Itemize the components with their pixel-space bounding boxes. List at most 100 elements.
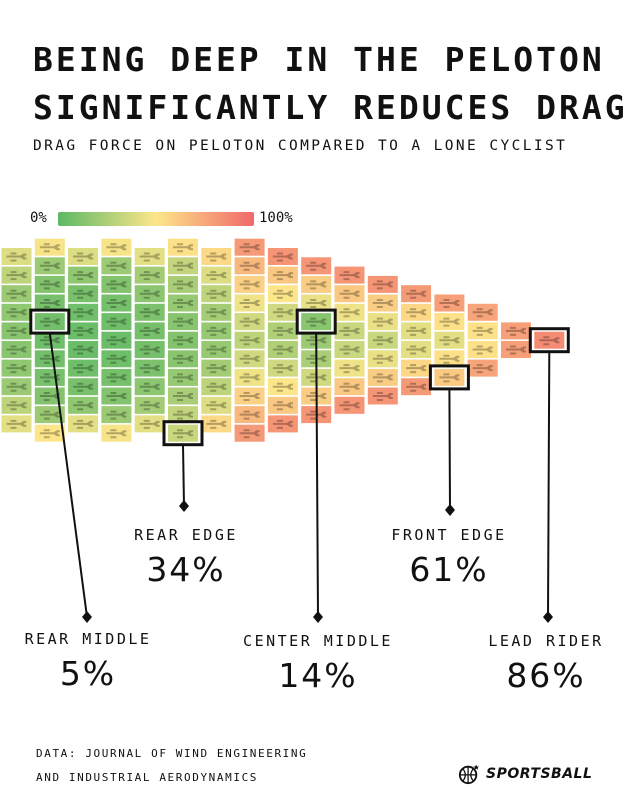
rider-cell bbox=[501, 322, 531, 340]
cyclist-icon bbox=[206, 345, 227, 355]
rider-cell bbox=[234, 238, 265, 256]
cyclist-icon bbox=[406, 308, 427, 318]
rider-cell bbox=[34, 257, 65, 275]
cyclist-icon bbox=[306, 317, 327, 327]
color-legend: 0% 100% bbox=[30, 208, 293, 232]
rider-cell bbox=[334, 303, 365, 321]
cyclist-icon bbox=[239, 243, 260, 253]
rider-cell bbox=[168, 331, 198, 349]
cyclist-icon bbox=[173, 317, 193, 327]
cyclist-icon bbox=[173, 280, 193, 290]
rider-cell bbox=[134, 415, 165, 433]
cyclist-icon bbox=[139, 345, 160, 355]
rider-cell bbox=[434, 294, 465, 312]
rider-cell bbox=[501, 341, 531, 358]
rider-cell bbox=[1, 359, 32, 377]
cyclist-icon bbox=[173, 373, 193, 383]
rider-cell bbox=[68, 341, 99, 358]
rider-cell bbox=[267, 303, 298, 321]
cyclist-icon bbox=[39, 354, 60, 364]
rider-cell bbox=[401, 285, 432, 303]
cyclist-icon bbox=[272, 382, 293, 392]
rider-cell bbox=[1, 415, 32, 433]
cyclist-icon bbox=[439, 354, 460, 364]
cyclist-icon bbox=[173, 354, 193, 364]
cyclist-icon bbox=[239, 317, 260, 327]
cyclist-icon bbox=[339, 308, 360, 318]
brand-name: SPORTSBALL bbox=[486, 766, 593, 782]
rider-cell bbox=[201, 266, 232, 284]
title-line-2: SIGNIFICANTLY REDUCES DRAG bbox=[33, 88, 628, 127]
rider-cell bbox=[267, 285, 298, 303]
callout-leader-line bbox=[315, 333, 319, 618]
cyclist-icon bbox=[173, 429, 193, 439]
chart-title: BEING DEEP IN THE PELOTON SIGNIFICANTLY … bbox=[33, 36, 628, 132]
rider-cell bbox=[134, 378, 165, 396]
rider-cell bbox=[267, 266, 298, 284]
callout-value: 14% bbox=[278, 656, 358, 695]
rider-cell bbox=[334, 285, 365, 303]
cyclist-icon bbox=[506, 345, 526, 355]
cyclist-icon bbox=[39, 280, 60, 290]
cyclist-icon bbox=[6, 326, 27, 336]
rider-cell bbox=[301, 275, 332, 293]
rider-cell bbox=[401, 322, 432, 340]
rider-cell bbox=[101, 368, 132, 386]
cyclist-icon bbox=[206, 271, 227, 281]
cyclist-icon bbox=[106, 392, 127, 401]
cyclist-icon bbox=[6, 364, 27, 374]
cyclist-icon bbox=[339, 364, 360, 374]
rider-cell bbox=[267, 378, 298, 396]
rider-cell bbox=[334, 378, 365, 396]
callout-diamond-marker bbox=[543, 611, 553, 623]
cyclist-icon bbox=[272, 308, 293, 318]
cyclist-icon bbox=[206, 364, 227, 374]
cyclist-icon bbox=[272, 419, 293, 429]
cyclist-icon bbox=[472, 364, 493, 374]
rider-cell bbox=[34, 238, 65, 256]
rider-cell bbox=[267, 359, 298, 377]
rider-cell bbox=[234, 368, 265, 386]
rider-cell bbox=[434, 350, 465, 368]
cyclist-icon bbox=[472, 345, 493, 355]
rider-cell bbox=[168, 424, 198, 442]
source-line-2: AND INDUSTRIAL AERODYNAMICS bbox=[36, 771, 259, 784]
cyclist-icon bbox=[506, 326, 526, 336]
rider-cell bbox=[467, 322, 498, 340]
rider-cell bbox=[234, 350, 265, 368]
chart-subtitle: DRAG FORCE ON PELOTON COMPARED TO A LONE… bbox=[33, 138, 568, 154]
rider-cell bbox=[267, 396, 298, 414]
cyclist-icon bbox=[372, 317, 393, 327]
cyclist-icon bbox=[272, 271, 293, 281]
rider-cell bbox=[334, 266, 365, 284]
rider-cell bbox=[34, 313, 65, 331]
cyclist-icon bbox=[239, 299, 260, 308]
cyclist-icon bbox=[239, 410, 260, 420]
rider-cell bbox=[168, 275, 198, 293]
cyclist-icon bbox=[73, 364, 94, 374]
rider-cell bbox=[434, 331, 465, 349]
cyclist-icon bbox=[139, 382, 160, 392]
rider-cell bbox=[34, 350, 65, 368]
title-line-1: BEING DEEP IN THE PELOTON bbox=[33, 40, 605, 79]
rider-cell bbox=[34, 368, 65, 386]
rider-cell bbox=[367, 313, 398, 331]
rider-cell bbox=[234, 294, 265, 312]
rider-cell bbox=[34, 424, 65, 442]
rider-cell bbox=[201, 359, 232, 377]
callout-label: LEAD RIDER bbox=[488, 632, 604, 650]
cyclist-icon bbox=[272, 252, 293, 262]
cyclist-icon bbox=[173, 261, 193, 271]
cyclist-icon bbox=[139, 419, 160, 429]
cyclist-icon bbox=[106, 243, 127, 253]
cyclist-icon bbox=[372, 299, 393, 308]
rider-cell bbox=[101, 238, 132, 256]
rider-cell bbox=[201, 378, 232, 396]
rider-cell bbox=[401, 359, 432, 377]
rider-cell bbox=[367, 294, 398, 312]
cyclist-icon bbox=[73, 382, 94, 392]
cyclist-icon bbox=[306, 299, 327, 308]
cyclist-icon bbox=[406, 326, 427, 336]
cyclist-icon bbox=[239, 280, 260, 290]
